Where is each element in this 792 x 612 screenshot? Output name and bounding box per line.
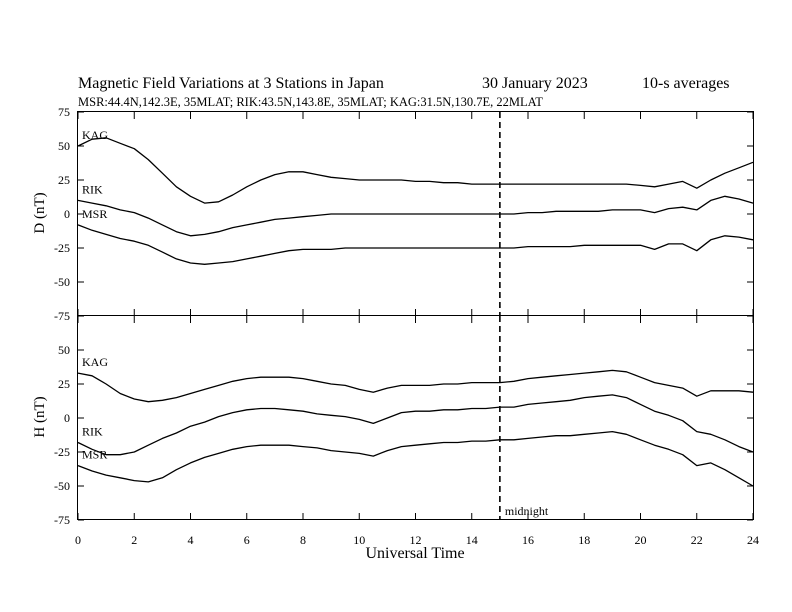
- h-axis-label: H (nT): [32, 396, 48, 437]
- h-series-label-kag: KAG: [82, 355, 108, 369]
- h-ytick-label: 50: [58, 343, 70, 357]
- xtick-label: 6: [244, 533, 250, 547]
- xtick-label: 14: [466, 533, 478, 547]
- d-ytick-label: -50: [54, 275, 70, 289]
- d-ytick-label: -75: [54, 309, 70, 323]
- h-ytick-label: -75: [54, 513, 70, 527]
- xtick-label: 12: [410, 533, 422, 547]
- h-series-label-msr: MSR: [82, 448, 107, 462]
- d-ytick-label: 0: [64, 207, 70, 221]
- d-series-label-rik: RIK: [82, 182, 103, 196]
- chart-averaging: 10-s averages: [642, 75, 730, 92]
- station-coordinates: MSR:44.4N,142.3E, 35MLAT; RIK:43.5N,143.…: [78, 95, 543, 109]
- xtick-label: 8: [300, 533, 306, 547]
- xtick-label: 10: [353, 533, 365, 547]
- chart-title: Magnetic Field Variations at 3 Stations …: [78, 75, 384, 92]
- h-ytick-label: 0: [64, 411, 70, 425]
- h-series-msr: [77, 430, 754, 487]
- d-panel: -75 -50 -25 0 25 50 75 KAG RIK MSR: [54, 105, 754, 323]
- d-ytick-label: 25: [58, 173, 70, 187]
- d-series-label-msr: MSR: [82, 207, 107, 221]
- xtick-label: 16: [522, 533, 534, 547]
- midnight-label: midnight: [505, 504, 549, 518]
- h-series-label-rik: RIK: [82, 424, 103, 438]
- d-axis-label: D (nT): [32, 192, 48, 233]
- d-series-rik: [77, 195, 754, 237]
- xtick-label: 20: [635, 533, 647, 547]
- h-ytick-label: -25: [54, 445, 70, 459]
- d-ytick-label: 50: [58, 139, 70, 153]
- xtick-label: 18: [578, 533, 590, 547]
- h-series-kag: [77, 369, 754, 403]
- h-panel-frame: [77, 315, 754, 520]
- chart-date: 30 January 2023: [482, 75, 588, 92]
- d-series-msr: [77, 224, 754, 265]
- x-axis-label: Universal Time: [365, 545, 464, 562]
- xtick-label: 0: [75, 533, 81, 547]
- xtick-label: 24: [747, 533, 759, 547]
- d-ytick-label: -25: [54, 241, 70, 255]
- h-series-rik: [77, 394, 754, 456]
- h-ytick-label: 25: [58, 377, 70, 391]
- xtick-label: 22: [691, 533, 703, 547]
- d-series-kag: [77, 137, 754, 204]
- h-ytick-label: -50: [54, 479, 70, 493]
- xtick-label: 4: [188, 533, 194, 547]
- d-series-label-kag: KAG: [82, 128, 108, 142]
- d-ytick-label: 75: [58, 105, 70, 119]
- xtick-label: 2: [131, 533, 137, 547]
